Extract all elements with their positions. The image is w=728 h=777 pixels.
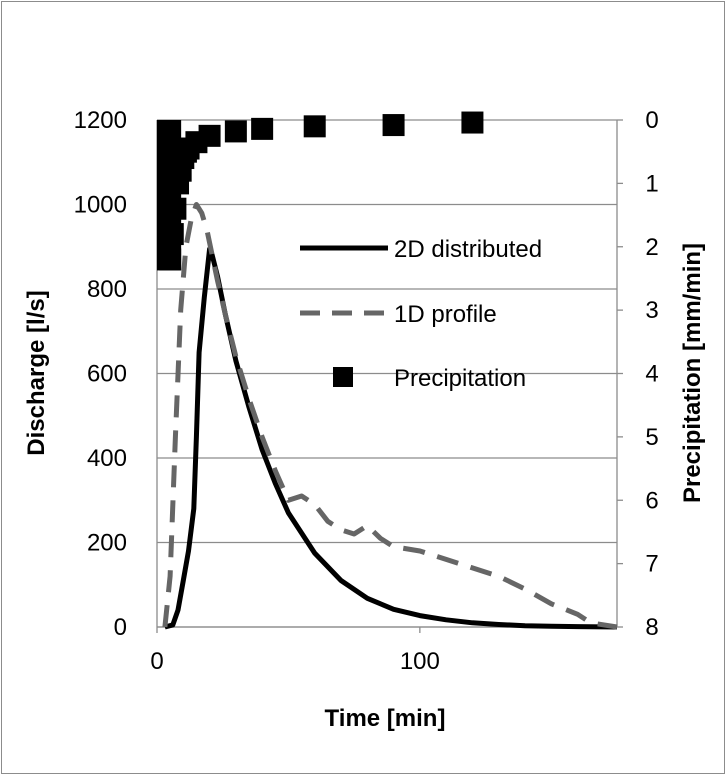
precipitation-marker bbox=[224, 120, 247, 143]
precipitation-marker bbox=[198, 124, 221, 147]
y-tick-label-4: 800 bbox=[87, 276, 127, 303]
y2-tick-label-7: 7 bbox=[645, 551, 658, 578]
series-precipitation bbox=[157, 111, 484, 271]
precipitation-marker bbox=[303, 115, 326, 138]
y2-tick-label-5: 5 bbox=[645, 424, 658, 451]
precipitation-marker bbox=[251, 117, 274, 140]
y2-tick-label-4: 4 bbox=[645, 361, 658, 388]
y-tick-label-1: 200 bbox=[87, 530, 127, 557]
y2-tick-label-3: 3 bbox=[645, 297, 658, 324]
series-line-1d-profile bbox=[162, 202, 618, 630]
legend-label-2d-distributed: 2D distributed bbox=[394, 236, 542, 263]
y2-tick-label-1: 1 bbox=[645, 170, 658, 197]
x-tick-label-1: 100 bbox=[400, 648, 440, 675]
series-layer bbox=[157, 111, 618, 630]
axes bbox=[156, 119, 623, 633]
series-line-2d-distributed bbox=[164, 246, 618, 630]
y2-tick-label-0: 0 bbox=[645, 107, 658, 134]
y2-axis-title: Precipitation [mm/min] bbox=[679, 243, 706, 503]
legend-swatch-precipitation bbox=[333, 367, 353, 387]
y-tick-label-0: 0 bbox=[114, 614, 127, 641]
y-tick-label-6: 1200 bbox=[74, 107, 127, 134]
y-tick-label-3: 600 bbox=[87, 361, 127, 388]
tick-labels: 0 200 400 600 800 1000 1200 0 1 2 3 4 5 6 7 8 0 100 bbox=[74, 107, 659, 675]
y-tick-label-2: 400 bbox=[87, 445, 127, 472]
legend: 2D distributed 1D profile Precipitation bbox=[300, 236, 542, 392]
y2-tick-label-6: 6 bbox=[645, 487, 658, 514]
legend-label-precipitation: Precipitation bbox=[394, 365, 526, 392]
y2-tick-label-2: 2 bbox=[645, 234, 658, 261]
precipitation-marker bbox=[461, 111, 484, 134]
y-tick-label-5: 1000 bbox=[74, 192, 127, 219]
gridlines bbox=[157, 119, 617, 628]
y-axis-title: Discharge [l/s] bbox=[23, 290, 50, 455]
legend-label-1d-profile: 1D profile bbox=[394, 301, 497, 328]
y2-tick-label-8: 8 bbox=[645, 614, 658, 641]
x-axis-title: Time [min] bbox=[325, 705, 446, 732]
x-tick-label-0: 0 bbox=[150, 648, 163, 675]
precipitation-marker bbox=[382, 114, 405, 137]
precipitation-dense-block bbox=[157, 120, 182, 271]
